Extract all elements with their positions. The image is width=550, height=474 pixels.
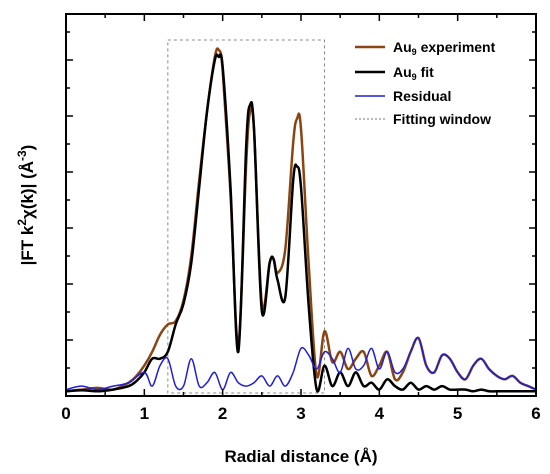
series-line-residual xyxy=(66,337,536,391)
x-tick-label: 1 xyxy=(140,404,149,423)
x-tick-label: 3 xyxy=(296,404,305,423)
legend: Au9 experiment Au9 fit Residual Fitting … xyxy=(355,39,496,127)
x-axis-label: Radial distance (Å) xyxy=(224,447,377,466)
x-tick-label: 6 xyxy=(531,404,540,423)
fitting-window-box xyxy=(167,39,325,394)
x-tick-labels: 0 1 2 3 4 5 6 xyxy=(61,404,540,423)
legend-label-experiment: Au9 experiment xyxy=(393,39,496,57)
plot-frame xyxy=(65,13,537,397)
series-line-experiment xyxy=(66,47,536,393)
series-line-fit xyxy=(66,53,536,393)
x-tick-label: 2 xyxy=(218,404,227,423)
x-tick-label: 4 xyxy=(375,404,385,423)
axis-ticks xyxy=(65,14,537,397)
legend-label-fitting-window: Fitting window xyxy=(393,111,491,127)
legend-label-residual: Residual xyxy=(393,88,451,104)
x-tick-label: 5 xyxy=(453,404,462,423)
x-tick-label: 0 xyxy=(61,404,70,423)
y-axis-label: |FT k2χ(k)| (Å-3) xyxy=(15,145,37,266)
legend-label-fit: Au9 fit xyxy=(393,64,434,82)
